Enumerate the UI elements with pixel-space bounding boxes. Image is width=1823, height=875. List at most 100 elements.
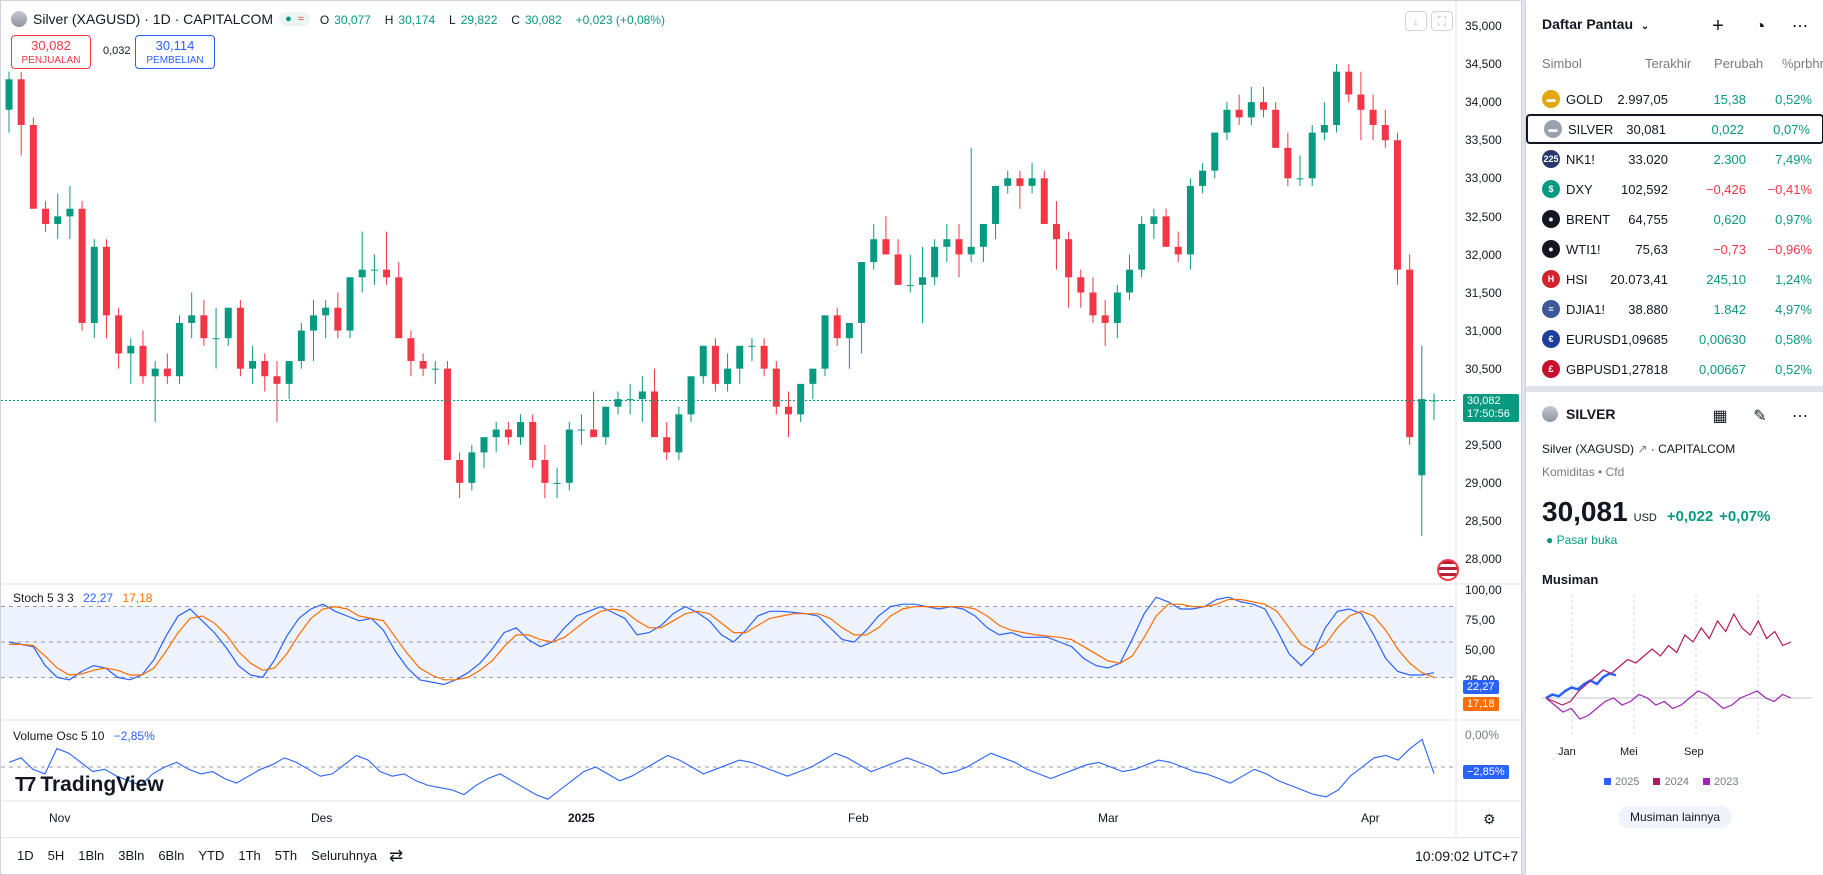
candle-body[interactable] [163,368,171,377]
candle-body[interactable] [1162,216,1170,247]
candle-body[interactable] [1284,147,1292,179]
watchlist-title[interactable]: Daftar Pantau ⌄ [1542,16,1649,32]
candle-body[interactable] [90,246,98,323]
candle-body[interactable] [480,437,488,453]
col-last[interactable]: Terakhir [1645,56,1692,71]
candle-body[interactable] [1077,277,1085,293]
candle-body[interactable] [1138,223,1146,270]
candle-body[interactable] [1247,102,1255,118]
range-button-1d[interactable]: 1D [17,848,34,863]
us-flag-icon[interactable] [1437,559,1459,581]
candle-body[interactable] [1296,178,1304,180]
candle-body[interactable] [651,391,659,438]
chart-canvas[interactable] [1,1,1522,875]
seasonal-legend-item[interactable]: 2025 [1604,776,1639,788]
range-button-6bln[interactable]: 6Bln [158,848,185,863]
candle-body[interactable] [931,246,939,278]
candle-body[interactable] [1333,71,1341,125]
seasonal-legend-item[interactable]: 2023 [1702,776,1738,788]
candle-body[interactable] [1113,292,1121,323]
panel-divider[interactable] [1526,386,1823,392]
seasonal-line-2023[interactable] [1545,690,1792,720]
candle-body[interactable] [882,239,890,255]
candle-body[interactable] [894,254,902,285]
candle-body[interactable] [809,368,817,384]
candle-body[interactable] [224,307,232,339]
candle-body[interactable] [176,322,184,377]
candle-body[interactable] [711,345,719,384]
candle-body[interactable] [29,124,37,209]
more-seasonals-button[interactable]: Musiman lainnya [1618,806,1733,828]
candle-body[interactable] [236,307,244,369]
candle-body[interactable] [102,246,110,316]
chart-panel[interactable]: Silver (XAGUSD) · 1D · CAPITALCOM ● ≈ O 30… [0,0,1522,875]
clock-timezone[interactable]: 10:09:02 UTC+7 [1415,848,1519,864]
market-status-pill[interactable]: ● ≈ [279,12,310,26]
candle-body[interactable] [115,315,123,354]
candle-body[interactable] [1004,178,1012,186]
details-exchange[interactable]: CAPITALCOM [1658,442,1736,456]
range-button-ytd[interactable]: YTD [198,848,225,863]
range-button-1bln[interactable]: 1Bln [78,848,105,863]
candle-body[interactable] [492,429,500,438]
candle-body[interactable] [529,421,537,461]
candle-body[interactable] [870,239,878,263]
add-symbol-icon[interactable]: + [1712,14,1724,37]
seasonal-line-2025[interactable] [1545,672,1617,700]
candle-body[interactable] [249,361,257,369]
details-category[interactable]: Komiditas [1542,465,1595,479]
candle-body[interactable] [918,277,926,285]
candle-body[interactable] [1089,292,1097,316]
candle-body[interactable] [1028,178,1036,186]
candle-body[interactable] [200,315,208,339]
candle-body[interactable] [626,399,634,401]
candle-body[interactable] [1101,315,1109,323]
details-fullname[interactable]: Silver (XAGUSD) [1542,442,1635,456]
candle-body[interactable] [833,315,841,339]
candle-body[interactable] [1211,132,1219,171]
candle-body[interactable] [1345,71,1353,95]
candle-body[interactable] [1418,399,1426,476]
candle-body[interactable] [663,437,671,453]
candle-body[interactable] [772,368,780,407]
candle-body[interactable] [906,284,914,286]
col-change[interactable]: Perubah [1714,56,1764,71]
candle-body[interactable] [724,368,732,384]
details-more-icon[interactable]: ⋯ [1792,408,1808,425]
candle-body[interactable] [858,262,866,323]
candle-body[interactable] [590,429,598,438]
buy-button[interactable]: 30,114 PEMBELIAN [135,35,215,69]
chart-settings-icon[interactable]: ⚙ [1483,811,1496,827]
external-link-icon[interactable]: ↗ [1637,442,1648,456]
candle-body[interactable] [748,345,756,347]
more-options-icon[interactable]: ⋯ [1792,18,1808,35]
candle-body[interactable] [638,391,646,400]
candle-body[interactable] [845,322,853,339]
candle-body[interactable] [42,208,50,224]
candle-body[interactable] [1065,239,1073,278]
candle-body[interactable] [1272,109,1280,148]
candle-body[interactable] [1308,132,1316,179]
candle-body[interactable] [273,376,281,384]
candle-body[interactable] [797,383,805,415]
candle-body[interactable] [577,429,585,431]
candle-body[interactable] [565,429,573,483]
candle-body[interactable] [821,315,829,369]
candle-body[interactable] [602,406,610,438]
candle-body[interactable] [1406,269,1414,438]
candle-body[interactable] [1052,223,1060,240]
candle-body[interactable] [1259,102,1267,110]
candle-body[interactable] [967,246,975,255]
fullscreen-icon[interactable]: ⛶ [1431,11,1453,31]
candle-body[interactable] [431,368,439,370]
candle-body[interactable] [992,185,1000,224]
candle-body[interactable] [979,223,987,247]
candle-body[interactable] [504,429,512,438]
candle-body[interactable] [699,345,707,377]
candle-body[interactable] [188,315,196,323]
candle-body[interactable] [1174,246,1182,255]
candle-body[interactable] [1126,269,1134,293]
candle-body[interactable] [66,208,74,217]
candle-body[interactable] [1381,124,1389,141]
candle-body[interactable] [1199,170,1207,186]
